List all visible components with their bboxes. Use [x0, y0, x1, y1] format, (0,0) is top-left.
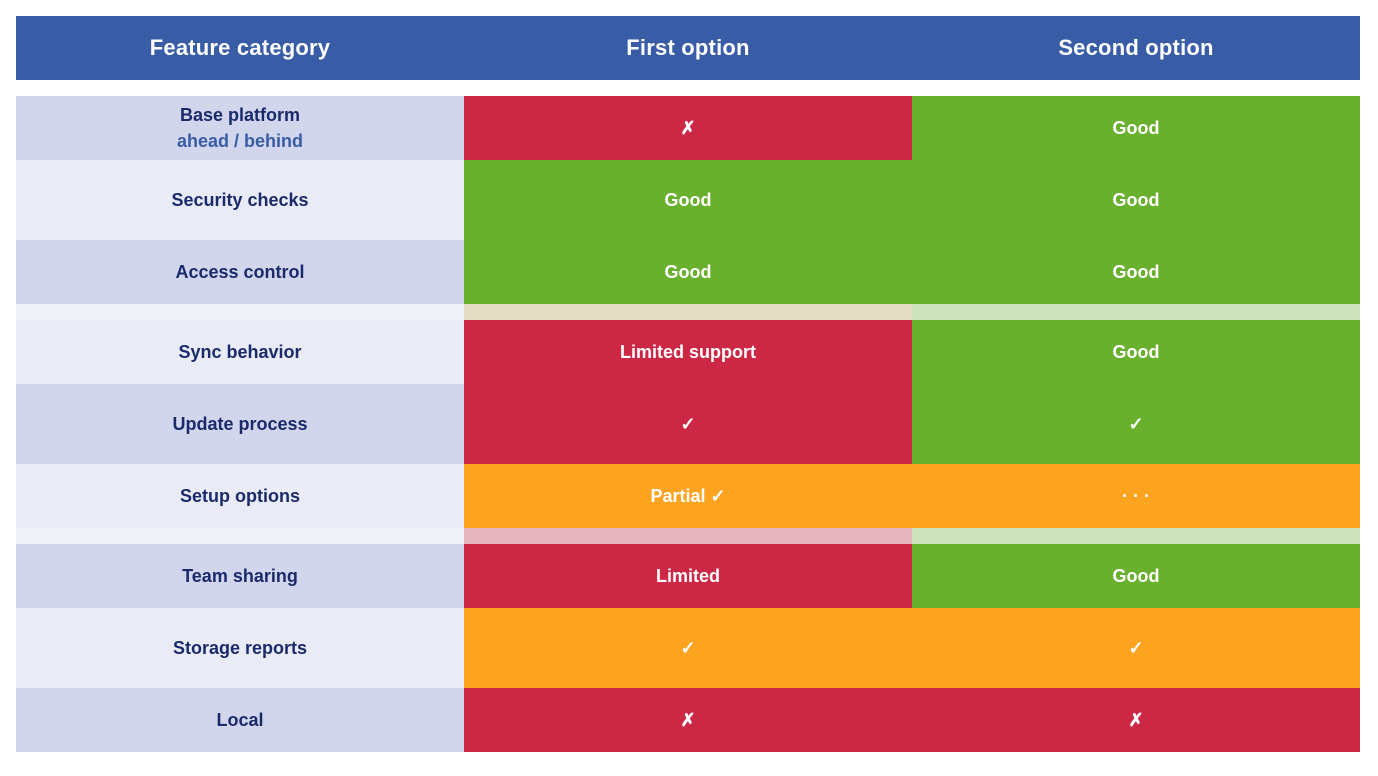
divider-first-cell [464, 528, 912, 544]
second-option-value: ✗ [912, 688, 1360, 752]
table-header: Feature category First option Second opt… [16, 16, 1360, 80]
header-second-option: Second option [1058, 35, 1214, 60]
row-label: Sync behavior [16, 320, 464, 384]
second-option-value: Good [912, 160, 1360, 240]
row-label: Team sharing [16, 544, 464, 608]
first-option-value: ✓ [464, 608, 912, 688]
row-label-main: Base platform [179, 104, 301, 125]
second-option-value: Good [912, 96, 1360, 160]
divider-label-cell [16, 304, 464, 320]
row-label: Access control [16, 240, 464, 304]
second-option-value: ✓ [912, 608, 1360, 688]
table-divider [16, 528, 1360, 544]
table-row: Access control Good Good [16, 240, 1360, 304]
row-label: Storage reports [16, 608, 464, 688]
row-label: Update process [16, 384, 464, 464]
row-label-detail: ahead / behind [176, 131, 304, 151]
row-label: Base platform ahead / behind [16, 96, 464, 160]
first-option-value: Partial ✓ [464, 464, 912, 528]
second-option-value: Good [912, 240, 1360, 304]
first-option-value: ✓ [464, 384, 912, 464]
table-row: Base platform ahead / behind ✗ Good [16, 96, 1360, 160]
comparison-table: Feature category First option Second opt… [16, 16, 1360, 752]
row-label: Security checks [16, 160, 464, 240]
divider-label-cell [16, 528, 464, 544]
divider-second-cell [912, 528, 1360, 544]
table-row: Team sharing Limited Good [16, 544, 1360, 608]
table-divider [16, 304, 1360, 320]
table-row: Storage reports ✓ ✓ [16, 608, 1360, 688]
table-row: Local ✗ ✗ [16, 688, 1360, 752]
second-option-value: · · · [912, 464, 1360, 528]
header-feature-category: Feature category [149, 35, 331, 60]
table-row: Security checks Good Good [16, 160, 1360, 240]
row-label: Local [16, 688, 464, 752]
divider-second-cell [912, 304, 1360, 320]
first-option-value: Good [464, 240, 912, 304]
second-option-value: Good [912, 544, 1360, 608]
row-label: Setup options [16, 464, 464, 528]
table-row: Setup options Partial ✓ · · · [16, 464, 1360, 528]
first-option-value: Good [464, 160, 912, 240]
first-option-value: Limited [464, 544, 912, 608]
table-row: Sync behavior Limited support Good [16, 320, 1360, 384]
first-option-value: Limited support [464, 320, 912, 384]
second-option-value: ✓ [912, 384, 1360, 464]
table-row: Update process ✓ ✓ [16, 384, 1360, 464]
first-option-value: ✗ [464, 96, 912, 160]
second-option-value: Good [912, 320, 1360, 384]
header-first-option: First option [626, 35, 750, 60]
first-option-value: ✗ [464, 688, 912, 752]
divider-first-cell [464, 304, 912, 320]
